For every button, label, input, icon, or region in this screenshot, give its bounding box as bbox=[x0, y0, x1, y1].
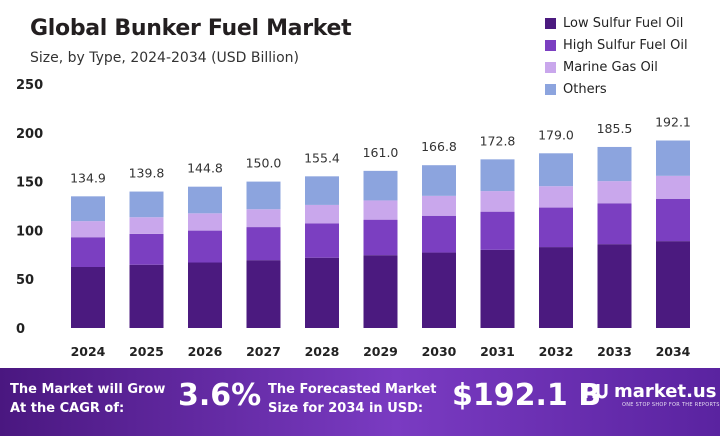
legend-label: High Sulfur Fuel Oil bbox=[563, 37, 688, 53]
bar-segment bbox=[597, 181, 632, 204]
bar-total-label: 150.0 bbox=[246, 156, 282, 171]
bar-segment bbox=[246, 181, 281, 210]
bar-segment bbox=[539, 207, 573, 248]
x-tick-label: 2034 bbox=[656, 344, 691, 359]
bar-segment bbox=[188, 230, 222, 263]
bar-segment bbox=[71, 196, 105, 222]
forecast-value: $192.1 B bbox=[452, 378, 602, 413]
bar-segment bbox=[305, 204, 339, 224]
x-tick-label: 2025 bbox=[129, 344, 164, 359]
y-tick-label: 200 bbox=[16, 127, 43, 142]
bar-segment bbox=[188, 262, 222, 328]
x-tick-label: 2024 bbox=[71, 344, 106, 359]
x-tick-label: 2033 bbox=[597, 344, 632, 359]
x-tick-label: 2031 bbox=[480, 344, 515, 359]
bar-segment bbox=[597, 203, 632, 245]
bar-segment bbox=[129, 217, 164, 234]
legend-label: Low Sulfur Fuel Oil bbox=[563, 15, 684, 31]
bar-segment bbox=[363, 219, 398, 256]
bar-segment bbox=[305, 257, 339, 328]
bar-segment bbox=[71, 237, 105, 267]
legend-label: Others bbox=[563, 81, 607, 97]
bar-segment bbox=[597, 146, 632, 182]
bar-segment bbox=[656, 140, 690, 176]
legend-swatch bbox=[545, 61, 556, 73]
cagr-value: 3.6% bbox=[178, 378, 262, 413]
legend-item: Marine Gas Oil bbox=[545, 56, 688, 78]
bar-segment bbox=[597, 244, 632, 328]
chart-title: Global Bunker Fuel Market bbox=[30, 16, 352, 41]
legend-swatch bbox=[545, 17, 556, 29]
bar-total-label: 155.4 bbox=[304, 150, 340, 165]
bar-total-label: 172.8 bbox=[480, 133, 516, 148]
bar-segment bbox=[129, 191, 164, 218]
bar-segment bbox=[129, 264, 164, 328]
x-tick-label: 2030 bbox=[422, 344, 457, 359]
bar-segment bbox=[71, 267, 105, 328]
x-tick-label: 2026 bbox=[188, 344, 223, 359]
brand-logo: market.us bbox=[583, 380, 716, 402]
bar-segment bbox=[422, 215, 456, 253]
y-tick-label: 0 bbox=[16, 322, 25, 337]
bar-segment bbox=[188, 186, 222, 214]
bar-segment bbox=[656, 241, 690, 328]
legend-swatch bbox=[545, 39, 556, 51]
legend-item: Others bbox=[545, 78, 688, 100]
y-tick-label: 150 bbox=[16, 176, 43, 191]
x-tick-label: 2027 bbox=[246, 344, 281, 359]
bar-segment bbox=[480, 159, 515, 192]
bar-segment bbox=[246, 209, 281, 228]
legend: Low Sulfur Fuel Oil High Sulfur Fuel Oil M… bbox=[545, 12, 688, 100]
bar-total-label: 192.1 bbox=[655, 115, 691, 130]
y-tick-label: 250 bbox=[16, 78, 43, 93]
cagr-caption: The Market will Grow At the CAGR of: bbox=[10, 382, 166, 416]
bar-segment bbox=[305, 223, 339, 258]
bar-total-label: 134.9 bbox=[70, 170, 106, 185]
legend-item: High Sulfur Fuel Oil bbox=[545, 34, 688, 56]
bar-segment bbox=[422, 195, 456, 216]
bar-segment bbox=[363, 255, 398, 328]
bar-total-label: 161.0 bbox=[363, 145, 399, 160]
y-tick-label: 100 bbox=[16, 224, 43, 239]
legend-label: Marine Gas Oil bbox=[563, 59, 658, 75]
bar-segment bbox=[71, 221, 105, 238]
legend-item: Low Sulfur Fuel Oil bbox=[545, 12, 688, 34]
bar-chart: 0 50 100 150 200 250 134.9 2024 139.8 2025 144.8 20… bbox=[16, 78, 691, 359]
bar-segment bbox=[539, 247, 573, 328]
brand-tagline: ONE STOP SHOP FOR THE REPORTS bbox=[622, 402, 720, 408]
bar-segment bbox=[188, 213, 222, 231]
forecast-caption: The Forecasted Market Size for 2034 in U… bbox=[268, 382, 437, 416]
bar-segment bbox=[480, 249, 515, 328]
bar-segment bbox=[129, 233, 164, 265]
bar-segment bbox=[363, 170, 398, 201]
bar-segment bbox=[422, 252, 456, 328]
bar-segment bbox=[539, 153, 573, 187]
bar-total-label: 179.0 bbox=[538, 127, 574, 142]
bar-total-label: 139.8 bbox=[129, 166, 165, 181]
chart-subtitle: Size, by Type, 2024-2034 (USD Billion) bbox=[30, 50, 299, 66]
x-tick-label: 2029 bbox=[363, 344, 398, 359]
x-tick-label: 2032 bbox=[539, 344, 574, 359]
market-us-logo-icon bbox=[584, 383, 608, 399]
bar-segment bbox=[246, 260, 281, 328]
bar-segment bbox=[480, 191, 515, 212]
bar-segment bbox=[656, 175, 690, 199]
bar-segment bbox=[363, 200, 398, 220]
x-tick-label: 2028 bbox=[305, 344, 340, 359]
bar-segment bbox=[656, 198, 690, 242]
bar-total-label: 144.8 bbox=[187, 161, 223, 176]
bar-segment bbox=[305, 176, 339, 205]
bar-segment bbox=[480, 211, 515, 250]
footer-banner: The Market will Grow At the CAGR of: 3.6… bbox=[0, 368, 720, 436]
brand-name: market.us bbox=[614, 380, 717, 402]
bar-segment bbox=[539, 186, 573, 208]
bar-total-label: 166.8 bbox=[421, 139, 457, 154]
y-tick-label: 50 bbox=[16, 273, 34, 288]
bar-segment bbox=[246, 227, 281, 261]
bar-segment bbox=[422, 165, 456, 196]
legend-swatch bbox=[545, 83, 556, 95]
bar-total-label: 185.5 bbox=[597, 121, 633, 136]
